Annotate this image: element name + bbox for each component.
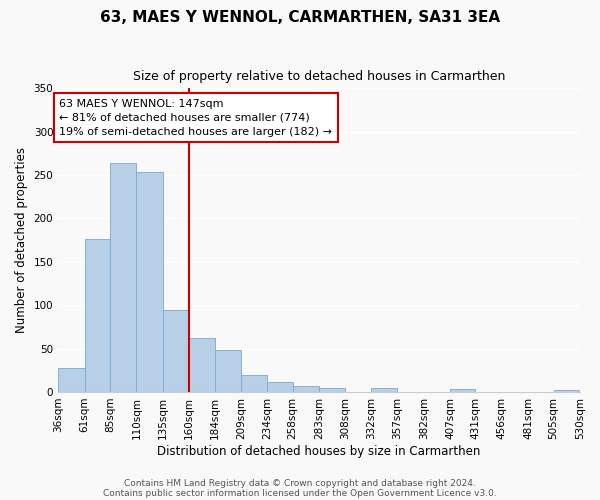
Bar — [136, 172, 163, 392]
Y-axis label: Number of detached properties: Number of detached properties — [15, 147, 28, 333]
Bar — [554, 390, 580, 392]
Bar — [163, 310, 189, 392]
Bar — [58, 368, 85, 392]
Text: Contains public sector information licensed under the Open Government Licence v3: Contains public sector information licen… — [103, 488, 497, 498]
X-axis label: Distribution of detached houses by size in Carmarthen: Distribution of detached houses by size … — [157, 444, 481, 458]
Title: Size of property relative to detached houses in Carmarthen: Size of property relative to detached ho… — [133, 70, 505, 83]
Bar — [215, 350, 241, 392]
Text: 63, MAES Y WENNOL, CARMARTHEN, SA31 3EA: 63, MAES Y WENNOL, CARMARTHEN, SA31 3EA — [100, 10, 500, 25]
Bar — [189, 338, 215, 392]
Text: Contains HM Land Registry data © Crown copyright and database right 2024.: Contains HM Land Registry data © Crown c… — [124, 478, 476, 488]
Bar — [85, 240, 110, 392]
Bar — [110, 163, 136, 392]
Bar — [319, 388, 346, 392]
Bar — [268, 382, 293, 392]
Bar — [293, 386, 319, 392]
Bar — [241, 374, 268, 392]
Bar — [371, 388, 397, 392]
Text: 63 MAES Y WENNOL: 147sqm
← 81% of detached houses are smaller (774)
19% of semi-: 63 MAES Y WENNOL: 147sqm ← 81% of detach… — [59, 98, 332, 136]
Bar — [450, 390, 475, 392]
